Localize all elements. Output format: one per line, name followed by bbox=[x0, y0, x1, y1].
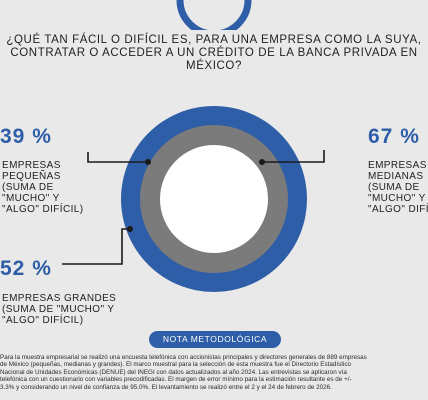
methodology-line: Nacional de Unidades Económicas (DENUE) … bbox=[0, 368, 347, 376]
donut-chart bbox=[62, 106, 325, 292]
leader-line-medium bbox=[262, 150, 325, 163]
large-label-line: EMPRESAS GRANDES bbox=[2, 293, 117, 304]
leader-dot-small bbox=[145, 159, 151, 165]
small-label-line: EMPRESAS bbox=[2, 160, 61, 171]
title-line-3: MÉXICO? bbox=[186, 60, 242, 72]
medium-label-line: (SUMA DE bbox=[368, 182, 420, 193]
methodology-line: Para la muestra empresarial se realizó u… bbox=[0, 354, 367, 361]
medium-pct-value: 67 % bbox=[368, 125, 420, 148]
large-label: EMPRESAS GRANDES (SUMA DE "MUCHO" Y "ALG… bbox=[2, 293, 116, 326]
large-label-line: "ALGO" DIFÍCIL) bbox=[2, 315, 84, 326]
small-label-line: "ALGO" DIFÍCIL) bbox=[2, 204, 84, 215]
large-pct-value: 52 % bbox=[0, 257, 52, 280]
leader-dot-large bbox=[127, 226, 133, 232]
medium-label-line: EMPRESAS bbox=[368, 160, 427, 171]
small-label: EMPRESAS PEQUEÑAS (SUMA DE "MUCHO" Y "AL… bbox=[2, 160, 83, 215]
medium-label-line: MEDIANAS bbox=[368, 171, 424, 182]
small-label-line: "MUCHO" Y bbox=[2, 193, 60, 204]
chart-title: ¿QUÉ TAN FÁCIL O DIFÍCIL ES, PARA UNA EM… bbox=[0, 34, 428, 73]
medium-label-line: "MUCHO" Y bbox=[368, 193, 426, 204]
inner-ring bbox=[160, 145, 268, 253]
methodology-line: telefónica con un cuestionario con varia… bbox=[0, 376, 352, 384]
large-label-line: (SUMA DE "MUCHO" Y bbox=[2, 304, 115, 315]
methodology-line: de México (pequeñas, medianas y grandes)… bbox=[0, 361, 352, 369]
leader-line-small bbox=[87, 152, 148, 163]
title-line-2: CONTRATAR O ACCEDER A UN CRÉDITO DE LA B… bbox=[10, 47, 418, 59]
methodology-text: Para la muestra empresarial se realizó u… bbox=[0, 354, 428, 391]
medium-label: EMPRESAS MEDIANAS (SUMA DE "MUCHO" Y "AL… bbox=[368, 160, 428, 215]
small-pct-value: 39 % bbox=[0, 125, 52, 148]
small-label-line: PEQUEÑAS bbox=[2, 171, 61, 182]
title-line-1: ¿QUÉ TAN FÁCIL O DIFÍCIL ES, PARA UNA EM… bbox=[6, 34, 422, 46]
leader-dot-medium bbox=[259, 159, 265, 165]
top-arc-decoration bbox=[176, 0, 252, 30]
small-label-line: (SUMA DE bbox=[2, 182, 54, 193]
medium-label-line: "ALGO" DIFÍCIL) bbox=[368, 204, 428, 215]
methodology-badge: NOTA METODOLÓGICA bbox=[149, 331, 281, 348]
leader-line-large bbox=[62, 228, 130, 265]
methodology-line: 3.3% y considerando un nivel de confianz… bbox=[0, 383, 332, 391]
